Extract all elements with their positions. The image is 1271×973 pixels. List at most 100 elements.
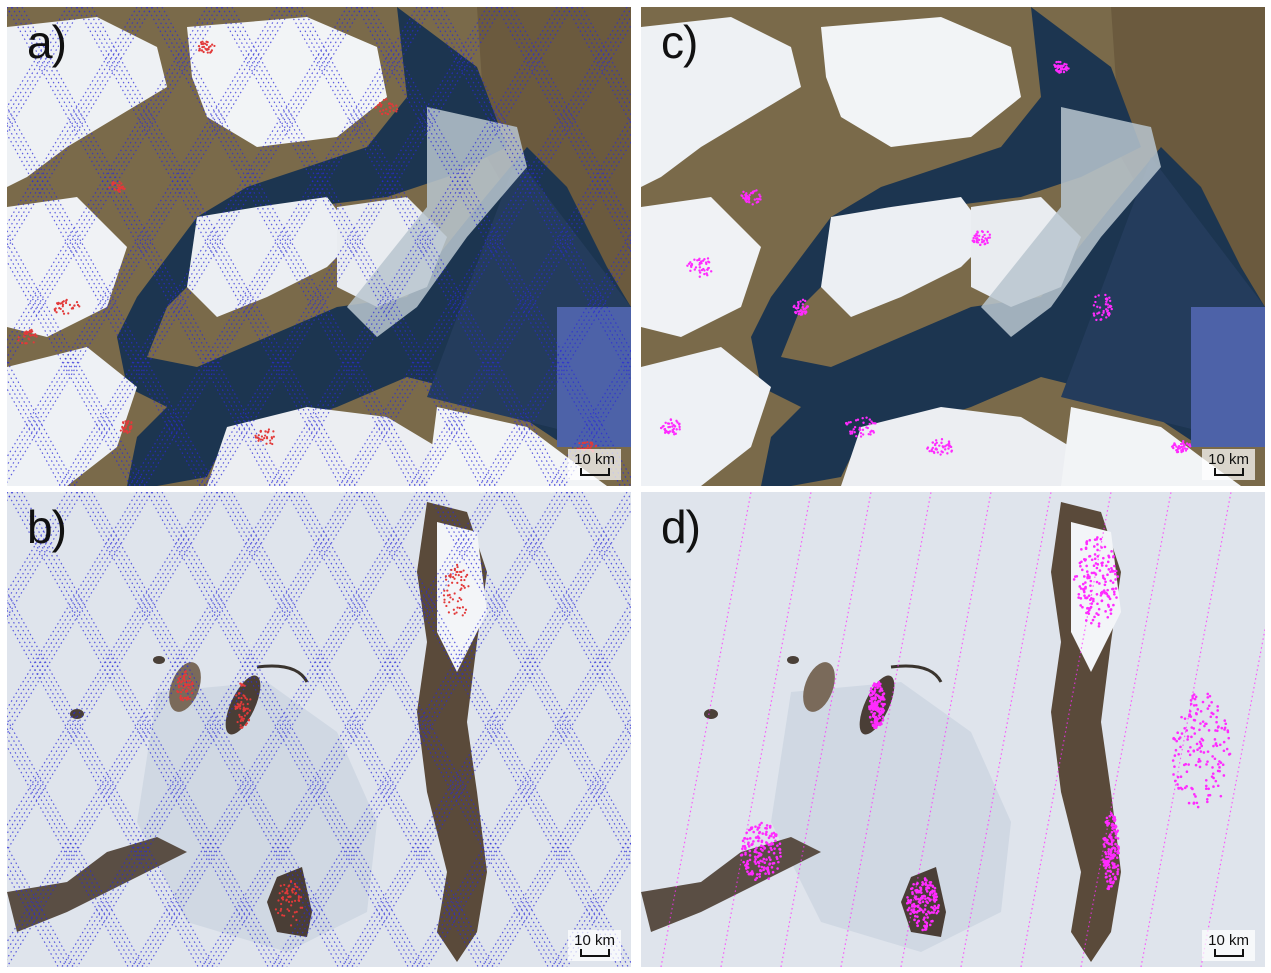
data-point <box>1115 596 1118 599</box>
track-line <box>431 7 631 371</box>
data-point <box>869 687 873 690</box>
track-line <box>231 7 496 486</box>
data-point <box>931 441 934 444</box>
data-point <box>869 707 872 711</box>
data-point <box>876 686 879 689</box>
data-point <box>1116 872 1119 876</box>
data-point <box>445 604 448 608</box>
data-point <box>915 911 919 914</box>
data-point <box>1179 745 1182 749</box>
data-point <box>1114 572 1117 576</box>
data-point <box>1205 797 1209 801</box>
data-point <box>246 707 249 710</box>
data-point <box>1112 815 1115 818</box>
data-point <box>801 305 805 309</box>
data-point <box>751 190 755 194</box>
data-point <box>853 425 857 429</box>
data-point <box>1110 835 1113 839</box>
data-point <box>460 598 463 601</box>
data-point <box>916 897 920 901</box>
track-line <box>161 492 424 967</box>
data-point <box>698 275 701 278</box>
data-point <box>297 896 300 899</box>
data-point <box>245 698 249 701</box>
data-point <box>243 695 246 698</box>
track-line <box>511 492 631 710</box>
data-point <box>693 268 696 271</box>
data-point <box>921 881 924 884</box>
data-point <box>1197 760 1200 764</box>
data-point <box>1096 305 1099 309</box>
data-point <box>1111 826 1115 830</box>
satellite-image-greenland <box>641 7 1265 486</box>
map-panel-b: b) 10 km <box>7 492 631 967</box>
track-line <box>349 15 631 486</box>
data-point <box>921 900 925 904</box>
data-point <box>1080 568 1084 572</box>
data-point <box>1085 541 1088 544</box>
data-point <box>767 843 771 847</box>
data-point <box>241 726 244 729</box>
data-point <box>1101 858 1105 861</box>
data-point <box>1184 449 1188 452</box>
data-point <box>746 870 749 873</box>
data-point <box>757 851 761 855</box>
data-point <box>392 109 395 112</box>
data-point <box>124 426 127 429</box>
data-point <box>748 837 752 840</box>
data-point <box>1080 548 1083 551</box>
data-point <box>1204 784 1208 788</box>
data-point <box>872 684 875 687</box>
data-point <box>776 867 779 870</box>
track-line <box>414 124 631 486</box>
data-point <box>939 453 942 456</box>
track-line <box>7 133 201 486</box>
data-point <box>916 924 920 927</box>
data-point <box>925 925 928 928</box>
data-point <box>237 692 240 695</box>
data-point <box>296 886 299 889</box>
scale-bar-tick <box>579 949 610 957</box>
data-point <box>747 195 750 199</box>
data-point <box>118 186 122 189</box>
data-point <box>1173 443 1177 446</box>
track-line <box>74 7 363 486</box>
data-point <box>1104 852 1108 856</box>
data-point <box>745 861 749 865</box>
track-line <box>76 7 341 486</box>
data-point <box>1107 860 1111 863</box>
data-point <box>755 876 759 880</box>
data-point <box>67 312 70 315</box>
data-point <box>395 104 398 107</box>
data-point <box>922 910 925 914</box>
data-point <box>125 430 128 433</box>
data-point <box>1060 64 1063 68</box>
data-point <box>460 583 463 586</box>
data-point <box>290 904 293 907</box>
data-point <box>382 98 386 102</box>
data-point <box>53 309 57 312</box>
data-point <box>1180 732 1184 735</box>
data-point <box>748 193 751 197</box>
data-point <box>290 900 294 903</box>
track-line <box>7 7 208 342</box>
data-point <box>190 683 194 686</box>
data-point <box>765 824 769 827</box>
data-point <box>667 422 671 425</box>
data-point <box>178 679 181 682</box>
data-point <box>941 451 944 454</box>
data-point <box>179 691 183 694</box>
data-point <box>448 593 451 596</box>
data-point <box>1085 596 1089 599</box>
data-point <box>1185 442 1189 445</box>
data-point <box>986 241 989 245</box>
data-point <box>259 430 262 433</box>
data-point <box>181 680 184 683</box>
data-point <box>1059 60 1062 64</box>
data-point <box>1089 605 1093 609</box>
data-point <box>693 258 696 261</box>
data-point <box>267 428 271 431</box>
data-point <box>463 586 466 589</box>
data-point <box>278 892 281 895</box>
data-point <box>453 567 456 570</box>
